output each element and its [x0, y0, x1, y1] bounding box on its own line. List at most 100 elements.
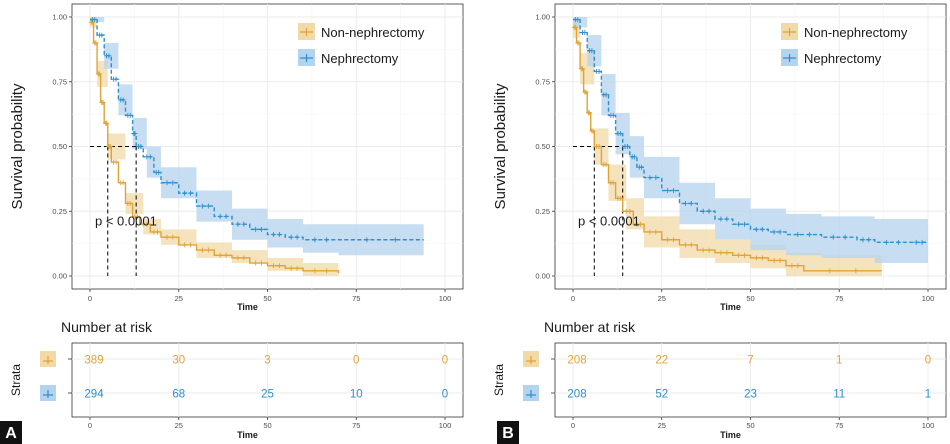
strata-symbol [526, 390, 536, 398]
censor-mark [647, 175, 653, 181]
risk-x-axis-title: Time [237, 430, 258, 440]
censor-mark [753, 255, 759, 261]
censor-mark [235, 255, 241, 261]
censor-mark [217, 252, 223, 258]
panel-letter: B [502, 425, 514, 442]
censor-mark [617, 131, 623, 137]
censor-mark [164, 234, 170, 240]
p-value: p < 0.0001 [578, 213, 640, 228]
censor-mark [610, 112, 616, 118]
censor-mark [742, 252, 748, 258]
censor-mark [853, 268, 859, 274]
censor-mark [700, 208, 706, 214]
censor-mark [665, 188, 671, 194]
censor-mark [579, 66, 585, 72]
censor-mark [587, 110, 593, 116]
censor-mark [706, 247, 712, 253]
censor-mark [170, 234, 176, 240]
x-tick-label: 50 [746, 294, 754, 303]
censor-mark [223, 213, 229, 219]
censor-mark [830, 234, 836, 240]
censor-mark [718, 250, 724, 256]
risk-count: 389 [84, 355, 103, 367]
censor-mark [596, 144, 602, 149]
risk-count: 52 [655, 389, 668, 401]
censor-mark [637, 221, 643, 227]
censor-mark [107, 144, 113, 149]
censor-mark [182, 190, 188, 196]
censor-mark [759, 226, 765, 232]
censor-mark [223, 252, 229, 258]
censor-mark [113, 159, 119, 165]
censor-mark [575, 17, 581, 23]
censor-mark [276, 232, 282, 238]
risk-count: 10 [350, 389, 363, 401]
censor-mark [724, 216, 730, 222]
y-tick-label: 0.75 [52, 77, 67, 86]
censor-mark [771, 229, 777, 235]
censor-mark [100, 99, 106, 105]
risk-table-title: Number at risk [61, 319, 153, 335]
risk-x-axis-title: Time [720, 430, 741, 440]
risk-x-tick-label: 50 [263, 421, 271, 430]
censor-mark [199, 203, 205, 209]
censor-mark [253, 260, 259, 266]
x-axis-title: Time [720, 302, 741, 312]
censor-mark [188, 190, 194, 196]
censor-mark [392, 237, 398, 243]
censor-mark [364, 237, 370, 243]
censor-mark [866, 237, 872, 243]
censor-mark [147, 154, 153, 160]
censor-mark [127, 112, 133, 118]
risk-x-tick-label: 100 [439, 421, 452, 430]
censor-mark [590, 128, 596, 134]
censor-mark [199, 247, 205, 253]
censor-mark [736, 221, 742, 227]
censor-mark [647, 229, 653, 235]
censor-mark [235, 221, 241, 227]
y-axis-title: Survival probability [492, 83, 509, 209]
risk-x-tick-label: 25 [175, 421, 183, 430]
censor-mark [603, 162, 609, 168]
censor-mark [627, 208, 633, 214]
risk-count: 11 [833, 389, 845, 401]
x-tick-label: 100 [922, 294, 935, 303]
censor-mark [753, 226, 759, 232]
risk-x-tick-label: 50 [746, 421, 754, 430]
ci-band-nephrectomy [573, 17, 928, 264]
censor-mark [665, 237, 671, 243]
censor-mark [259, 226, 265, 232]
censor-mark [253, 226, 259, 232]
censor-mark [759, 255, 765, 261]
censor-mark [583, 89, 589, 95]
censor-mark [919, 239, 925, 245]
y-tick-label: 0.50 [52, 142, 67, 151]
risk-count: 1 [836, 355, 842, 367]
censor-mark [120, 180, 126, 186]
y-axis-title: Survival probability [9, 83, 26, 209]
censor-mark [241, 255, 247, 261]
censor-mark [104, 120, 110, 126]
legend-label: Non-nephrectomy [321, 25, 425, 40]
x-tick-label: 0 [88, 294, 92, 303]
censor-mark [188, 242, 194, 248]
censor-mark [895, 239, 901, 245]
strata-symbol [43, 390, 53, 398]
censor-mark [771, 257, 777, 263]
x-tick-label: 0 [571, 294, 575, 303]
x-tick-label: 75 [352, 294, 360, 303]
risk-count: 0 [442, 389, 448, 401]
ci-band-nephrectomy [90, 17, 424, 256]
censor-mark [241, 221, 247, 227]
y-tick-label: 0.25 [535, 207, 550, 216]
censor-mark [884, 239, 890, 245]
censor-mark [164, 180, 170, 186]
x-tick-label: 75 [835, 294, 843, 303]
panel-letter-badge [0, 421, 22, 444]
x-tick-label: 25 [175, 294, 183, 303]
censor-mark [718, 216, 724, 222]
censor-mark [182, 242, 188, 248]
censor-mark [624, 144, 630, 149]
legend-label: Non-nephrectomy [804, 25, 908, 40]
